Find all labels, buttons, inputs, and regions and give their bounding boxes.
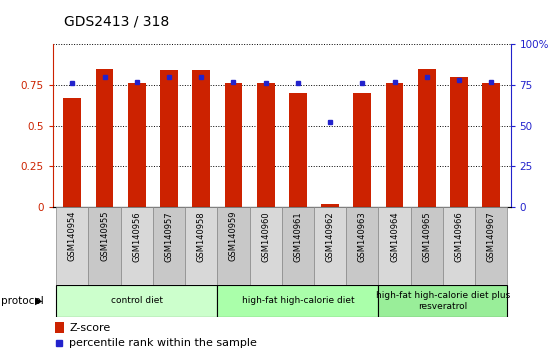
Text: control diet: control diet <box>111 296 163 306</box>
Bar <box>56 285 218 317</box>
Bar <box>153 207 185 285</box>
Text: GSM140960: GSM140960 <box>261 211 270 262</box>
Bar <box>443 207 475 285</box>
Text: GSM140962: GSM140962 <box>326 211 335 262</box>
Text: GSM140963: GSM140963 <box>358 211 367 262</box>
Bar <box>378 285 507 317</box>
Bar <box>475 207 507 285</box>
Bar <box>218 285 378 317</box>
Text: GSM140961: GSM140961 <box>294 211 302 262</box>
Bar <box>346 207 378 285</box>
Bar <box>482 83 500 207</box>
Bar <box>64 98 81 207</box>
Text: protocol: protocol <box>1 296 44 306</box>
Bar <box>418 69 436 207</box>
Bar <box>282 207 314 285</box>
Bar <box>218 207 249 285</box>
Bar <box>289 93 307 207</box>
Text: GSM140958: GSM140958 <box>197 211 206 262</box>
Text: GSM140957: GSM140957 <box>165 211 174 262</box>
Text: high-fat high-calorie diet plus
resveratrol: high-fat high-calorie diet plus resverat… <box>376 291 510 310</box>
Bar <box>378 207 411 285</box>
Bar <box>386 83 403 207</box>
Text: GSM140965: GSM140965 <box>422 211 431 262</box>
Bar <box>96 69 113 207</box>
Text: percentile rank within the sample: percentile rank within the sample <box>69 338 257 348</box>
Bar <box>56 207 89 285</box>
Bar <box>121 207 153 285</box>
Bar <box>353 93 371 207</box>
Bar <box>193 70 210 207</box>
Bar <box>450 77 468 207</box>
Bar <box>249 207 282 285</box>
Bar <box>55 322 64 333</box>
Bar <box>89 207 121 285</box>
Text: GSM140967: GSM140967 <box>487 211 496 262</box>
Text: GSM140956: GSM140956 <box>132 211 141 262</box>
Text: GSM140959: GSM140959 <box>229 211 238 262</box>
Text: Z-score: Z-score <box>69 322 110 332</box>
Bar <box>257 83 275 207</box>
Bar <box>224 83 242 207</box>
Text: ▶: ▶ <box>35 296 42 306</box>
Bar <box>411 207 443 285</box>
Bar <box>314 207 346 285</box>
Text: GDS2413 / 318: GDS2413 / 318 <box>64 14 170 28</box>
Bar <box>128 83 146 207</box>
Bar <box>160 70 178 207</box>
Text: GSM140966: GSM140966 <box>455 211 464 262</box>
Text: GSM140964: GSM140964 <box>390 211 399 262</box>
Text: high-fat high-calorie diet: high-fat high-calorie diet <box>242 296 354 306</box>
Text: GSM140955: GSM140955 <box>100 211 109 262</box>
Bar <box>321 204 339 207</box>
Bar <box>185 207 218 285</box>
Text: GSM140954: GSM140954 <box>68 211 77 262</box>
